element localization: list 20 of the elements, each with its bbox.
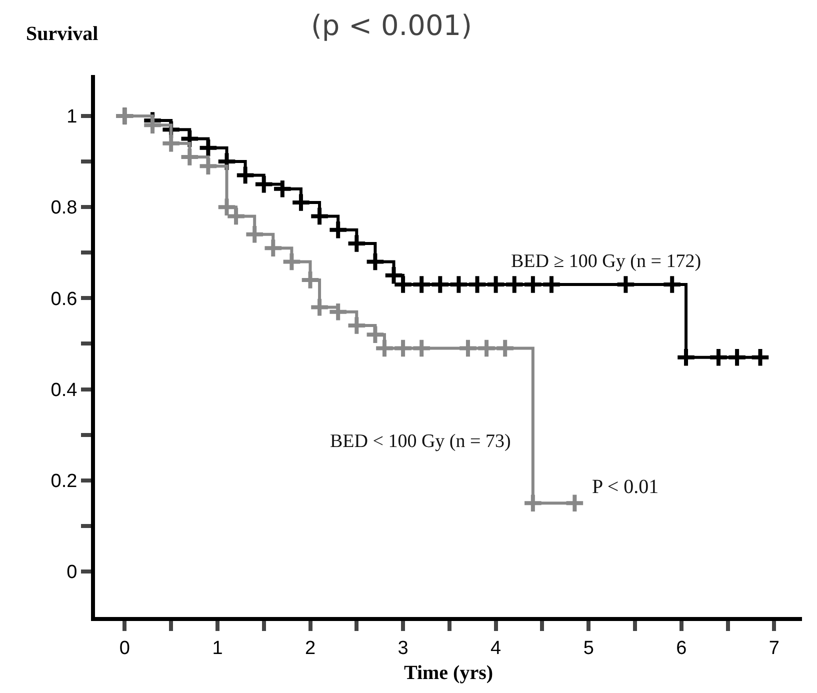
x-tick-label: 5 [583,638,594,659]
x-tick-label: 4 [490,638,502,659]
y-tick-label: 0.4 [50,380,78,401]
y-axis-title: Survival [26,23,99,45]
text: (p < 0.001) [311,9,472,42]
x-tick-label: 3 [398,638,408,659]
annotation: P < 0.01 [592,476,659,498]
x-axis-title: Time (yrs) [404,662,494,684]
y-tick-label: 0 [66,562,78,584]
x-tick-label: 6 [676,638,687,659]
y-tick-label: 0.6 [50,288,78,310]
x-tick-label: 1 [212,638,223,659]
y-tick-label: 0.8 [50,198,78,219]
x-tick-label: 2 [304,638,316,659]
x-tick-label: 0 [119,638,130,659]
x-tick-label: 7 [768,638,780,659]
series-label: BED ≥ 100 Gy (n = 172) [511,251,702,272]
y-tick-label: 0.2 [50,471,78,492]
y-tick-label: 1 [66,106,78,128]
series-label: BED < 100 Gy (n = 73) [330,431,511,452]
